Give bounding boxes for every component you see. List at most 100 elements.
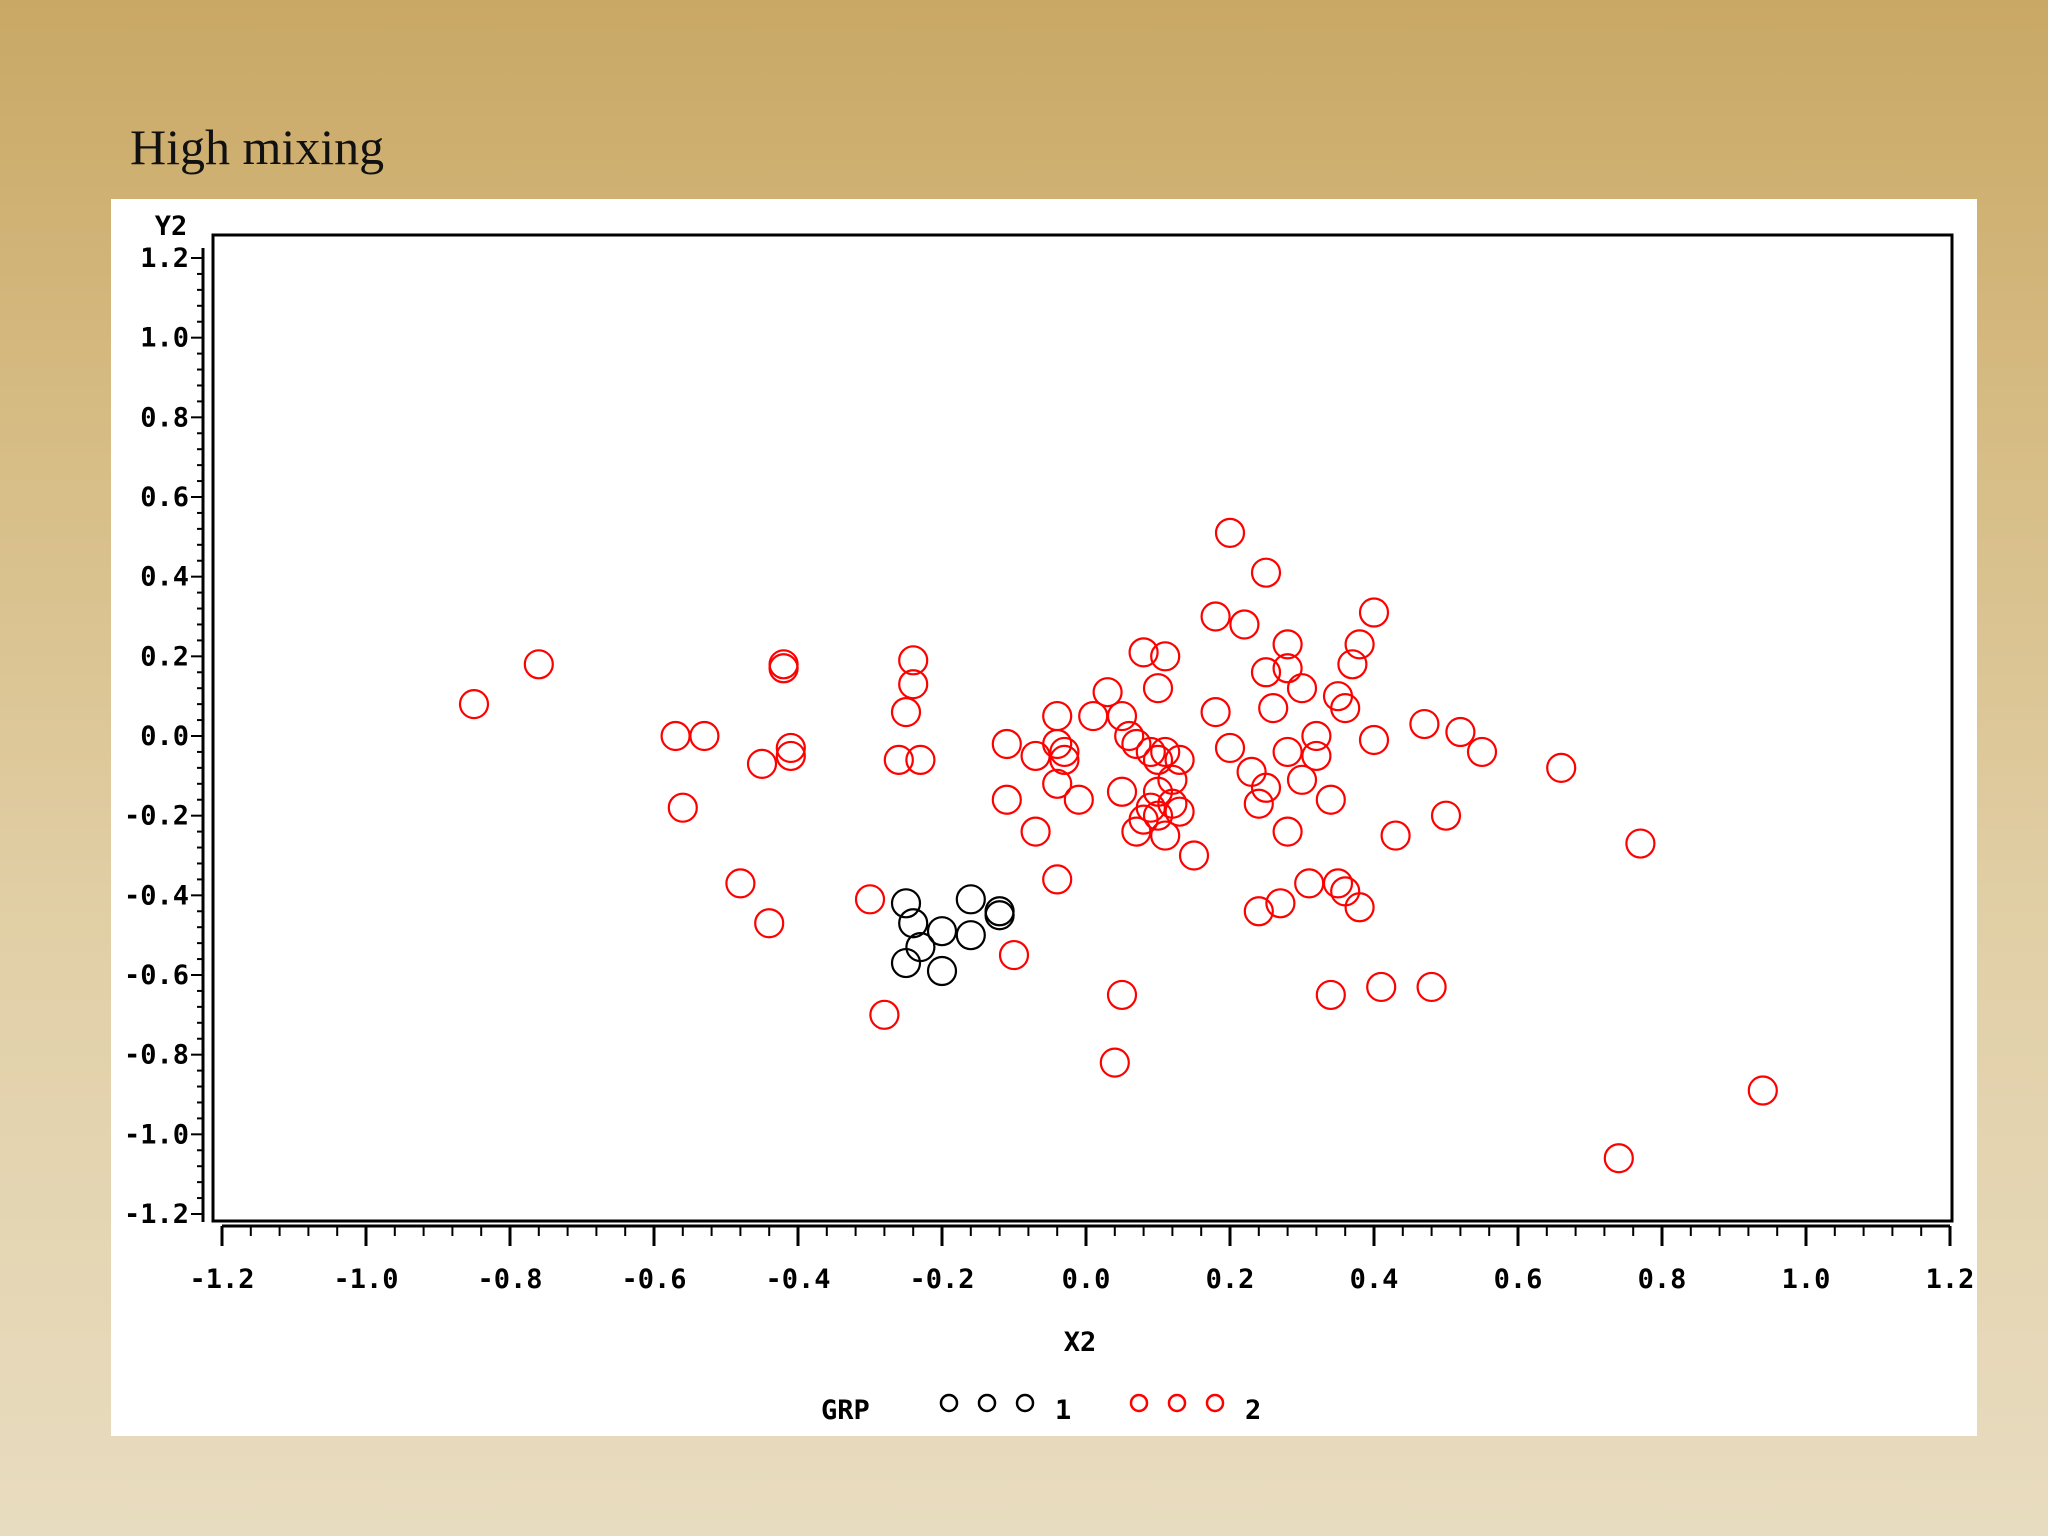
data-point-grp-2 (991, 784, 1022, 815)
legend-symbol (1205, 1393, 1225, 1413)
data-point-grp-2 (1330, 876, 1361, 907)
data-point-grp-2 (1445, 716, 1476, 748)
y-axis: 1.2 1.0 0.8 0.6 0.4 0.2 0.0 -0.2 -0.4 -0.6 -0.8 -1.… (124, 243, 205, 1230)
data-point-grp-2 (1344, 629, 1375, 660)
data-point-grp-2 (1416, 971, 1447, 1003)
data-point-grp-2 (890, 696, 922, 728)
data-point-grp-2 (1092, 677, 1123, 708)
data-point-grp-2 (1286, 764, 1318, 795)
y-tick-label: 0.8 (140, 402, 189, 433)
data-point-grp-2 (1020, 816, 1051, 847)
data-point-grp-2 (1294, 868, 1325, 899)
data-point-grp-2 (523, 649, 554, 680)
data-point-grp-2 (1178, 840, 1210, 871)
data-point-grp-2 (725, 868, 756, 899)
data-point-grp-2 (1063, 784, 1094, 815)
data-point-grp-2 (667, 792, 698, 823)
data-point-grp-2 (1042, 864, 1073, 895)
legend-title: GRP (821, 1395, 870, 1426)
x-tick-label: -1.2 (189, 1264, 254, 1295)
y-tick-label: 0.4 (140, 562, 189, 593)
data-point-grp-1 (984, 900, 1015, 931)
legend-label: 2 (1245, 1395, 1261, 1426)
data-point-grp-2 (775, 740, 806, 772)
data-point-grp-2 (1258, 693, 1289, 724)
data-point-grp-2 (754, 908, 785, 939)
data-point-grp-2 (1272, 629, 1303, 660)
data-point-grp-2 (1135, 736, 1166, 768)
data-point-grp-1 (898, 908, 929, 939)
x-tick-label: 0.6 (1494, 1264, 1543, 1295)
data-point-grp-2 (1243, 788, 1274, 819)
data-point-grp-2 (1286, 673, 1318, 704)
data-point-grp-1 (955, 884, 986, 915)
data-point-grp-1 (890, 947, 922, 979)
data-point-grp-2 (1250, 657, 1282, 688)
data-point-grp-1 (926, 916, 958, 947)
data-point-grp-2 (898, 669, 929, 700)
plot-frame (211, 233, 1954, 1223)
data-point-grp-2 (1150, 820, 1181, 851)
data-point-grp-2 (458, 689, 490, 720)
data-point-grp-2 (1164, 744, 1195, 776)
data-point-grp-2 (1049, 736, 1080, 768)
x-tick-label: 0.8 (1638, 1264, 1687, 1295)
data-point-grp-2 (1236, 756, 1267, 787)
data-point-grp-2 (1272, 816, 1303, 847)
data-point-grp-2 (883, 744, 914, 776)
data-point-grp-1 (926, 955, 958, 987)
legend-symbol (939, 1393, 959, 1413)
data-point-grp-2 (1366, 971, 1397, 1003)
data-point-grp-2 (1546, 752, 1577, 783)
legend-symbol (1015, 1393, 1035, 1413)
data-point-grp-1 (955, 920, 986, 951)
x-tick-label: -0.8 (477, 1264, 542, 1295)
data-point-grp-2 (1272, 653, 1303, 684)
chart-panel: -1.2 -1.0 -0.8 -0.6 -0.4 -0.2 0.0 0.2 0.4 0.6 0.8 1… (111, 199, 1977, 1436)
data-point-grp-2 (1214, 732, 1246, 764)
y-tick-label: 0.6 (140, 482, 189, 513)
data-point-grp-2 (689, 720, 720, 752)
data-point-grp-1 (890, 888, 922, 919)
data-point-grp-2 (1358, 724, 1390, 756)
data-point-grp-2 (1747, 1075, 1778, 1106)
data-point-grp-2 (1142, 744, 1174, 776)
data-point-grp-2 (998, 939, 1030, 971)
y-tick-label: 1.2 (140, 243, 189, 274)
data-point-grp-2 (1358, 597, 1390, 628)
x-tick-label: 0.2 (1206, 1264, 1255, 1295)
y-tick-label: -0.6 (124, 960, 189, 991)
y-tick-label: -0.4 (124, 880, 189, 911)
data-point-grp-2 (991, 728, 1022, 760)
data-points (458, 517, 1778, 1174)
data-point-grp-2 (1265, 888, 1296, 919)
y-tick-label: -0.2 (124, 801, 189, 832)
data-point-grp-2 (1142, 800, 1174, 831)
data-point-grp-2 (1380, 820, 1411, 851)
data-point-grp-2 (1099, 1047, 1130, 1078)
y-tick-label: -1.2 (124, 1199, 189, 1230)
data-point-grp-2 (1150, 736, 1181, 768)
x-tick-label: -1.0 (333, 1264, 398, 1295)
scatter-plot: -1.2 -1.0 -0.8 -0.6 -0.4 -0.2 0.0 0.2 0.4 0.6 0.8 1… (124, 211, 1974, 1426)
x-tick-label: -0.2 (909, 1264, 974, 1295)
data-point-grp-2 (1042, 700, 1073, 732)
data-point-grp-2 (1142, 673, 1174, 704)
data-point-grp-2 (1337, 649, 1368, 680)
data-point-grp-2 (1322, 868, 1354, 899)
data-point-grp-2 (1214, 517, 1246, 548)
data-point-grp-2 (1121, 816, 1152, 847)
data-point-grp-1 (905, 932, 936, 963)
data-point-grp-2 (1250, 772, 1282, 803)
data-point-grp-2 (1042, 728, 1073, 760)
legend-symbol (1167, 1393, 1187, 1413)
legend-symbol (977, 1393, 997, 1413)
y-tick-label: -0.8 (124, 1040, 189, 1071)
x-tick-label: -0.4 (765, 1264, 830, 1295)
data-point-grp-2 (1301, 720, 1332, 752)
data-point-grp-2 (1603, 1143, 1634, 1174)
data-point-grp-2 (898, 645, 929, 676)
data-point-grp-2 (1128, 637, 1159, 668)
